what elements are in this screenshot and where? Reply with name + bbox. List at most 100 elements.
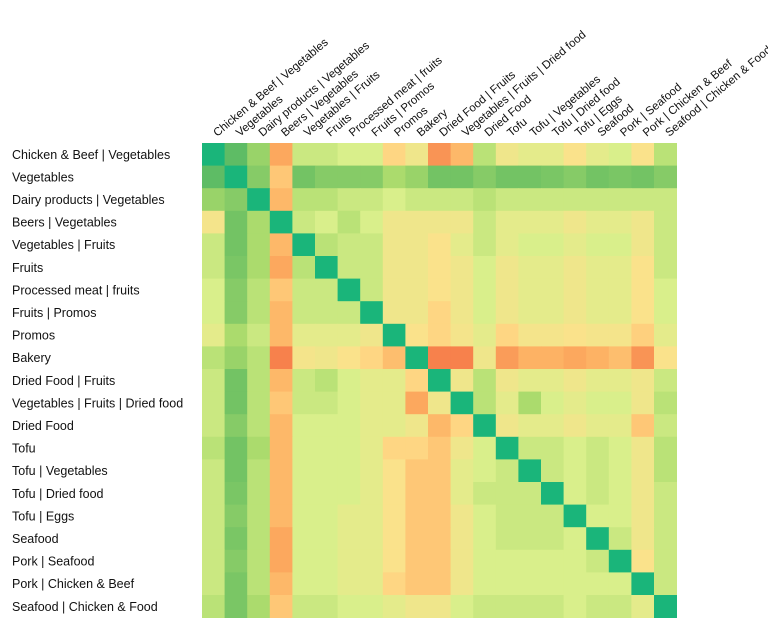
heatmap-cell (360, 414, 384, 438)
heatmap-cell (608, 459, 632, 483)
heatmap-cell (450, 436, 474, 460)
heatmap-cell (563, 210, 587, 234)
heatmap-cell (405, 323, 429, 347)
heatmap-cell (292, 482, 316, 505)
heatmap-cell (360, 143, 384, 166)
heatmap-cell (563, 369, 587, 392)
heatmap-cell (202, 346, 225, 370)
heatmap-cell (495, 233, 519, 257)
heatmap-cell (563, 549, 587, 573)
heatmap-cell (382, 323, 406, 347)
row-label: Dried Food | Fruits (12, 374, 115, 388)
row-label: Tofu | Vegetables (12, 464, 108, 478)
heatmap-cell (224, 188, 248, 212)
heatmap-cell (382, 278, 406, 302)
row-label: Dairy products | Vegetables (12, 193, 165, 207)
heatmap-cell (631, 346, 655, 370)
heatmap-cell (518, 143, 542, 166)
heatmap-cell (202, 233, 225, 257)
heatmap-cell (405, 504, 429, 528)
heatmap-cell (541, 369, 564, 392)
heatmap-cell (495, 278, 519, 302)
heatmap-cell (541, 143, 564, 166)
heatmap-cell (608, 233, 632, 257)
heatmap-cell (495, 414, 519, 438)
heatmap-cell (292, 233, 316, 257)
heatmap-cell (337, 436, 361, 460)
heatmap-cell (586, 482, 610, 505)
row-label: Promos (12, 329, 55, 343)
heatmap-cell (202, 188, 225, 212)
heatmap-cell (269, 278, 293, 302)
heatmap-cell (608, 188, 632, 212)
heatmap-cell (495, 436, 519, 460)
heatmap-cell (224, 323, 248, 347)
heatmap-cell (473, 549, 497, 573)
heatmap-cell (473, 391, 497, 415)
heatmap-cell (315, 210, 338, 234)
heatmap-cell (654, 572, 677, 596)
heatmap-cell (247, 436, 271, 460)
heatmap-cell (428, 369, 451, 392)
heatmap-cell (405, 188, 429, 212)
heatmap-cell (337, 165, 361, 189)
heatmap-cell (473, 414, 497, 438)
heatmap-cell (360, 459, 384, 483)
heatmap-cell (586, 414, 610, 438)
heatmap-cell (608, 256, 632, 279)
heatmap-cell (450, 572, 474, 596)
heatmap-cell (292, 256, 316, 279)
heatmap-cell (518, 323, 542, 347)
heatmap-cell (450, 482, 474, 505)
heatmap-cell (382, 572, 406, 596)
heatmap-cell (428, 414, 451, 438)
heatmap-cell (473, 346, 497, 370)
row-label: Fruits | Promos (12, 306, 97, 320)
heatmap-cell (405, 391, 429, 415)
heatmap-cell (405, 459, 429, 483)
heatmap-cell (224, 346, 248, 370)
heatmap-cell (315, 301, 338, 325)
heatmap-cell (315, 572, 338, 596)
heatmap-cell (428, 278, 451, 302)
heatmap-cell (405, 572, 429, 596)
heatmap-cell (224, 210, 248, 234)
heatmap-cell (541, 527, 564, 551)
heatmap-cell (224, 278, 248, 302)
heatmap-cell (495, 323, 519, 347)
heatmap-cell (518, 527, 542, 551)
heatmap-cell (541, 278, 564, 302)
heatmap-cell (292, 323, 316, 347)
row-label: Processed meat | fruits (12, 283, 140, 297)
heatmap-cell (360, 369, 384, 392)
heatmap-cell (654, 346, 677, 370)
heatmap-cell (495, 210, 519, 234)
heatmap-cell (654, 459, 677, 483)
heatmap-cell (518, 414, 542, 438)
heatmap-cell (586, 301, 610, 325)
heatmap-cell (428, 165, 451, 189)
heatmap-cell (382, 165, 406, 189)
heatmap-cell (608, 504, 632, 528)
heatmap-cell (586, 527, 610, 551)
heatmap-cell (473, 233, 497, 257)
heatmap-cell (428, 323, 451, 347)
heatmap-cell (202, 301, 225, 325)
heatmap-cell (541, 504, 564, 528)
row-label: Seafood | Chicken & Food (12, 600, 158, 614)
heatmap-cell (405, 549, 429, 573)
heatmap-cell (473, 301, 497, 325)
heatmap-cell (292, 504, 316, 528)
heatmap-cell (382, 210, 406, 234)
heatmap-cell (315, 256, 338, 279)
heatmap-cell (450, 549, 474, 573)
heatmap-cell (360, 482, 384, 505)
heatmap-cell (224, 572, 248, 596)
heatmap-cell (382, 143, 406, 166)
heatmap-cell (586, 323, 610, 347)
heatmap-cell (541, 301, 564, 325)
heatmap-cell (608, 414, 632, 438)
heatmap-cell (360, 346, 384, 370)
heatmap-cell (382, 482, 406, 505)
heatmap-cell (428, 188, 451, 212)
